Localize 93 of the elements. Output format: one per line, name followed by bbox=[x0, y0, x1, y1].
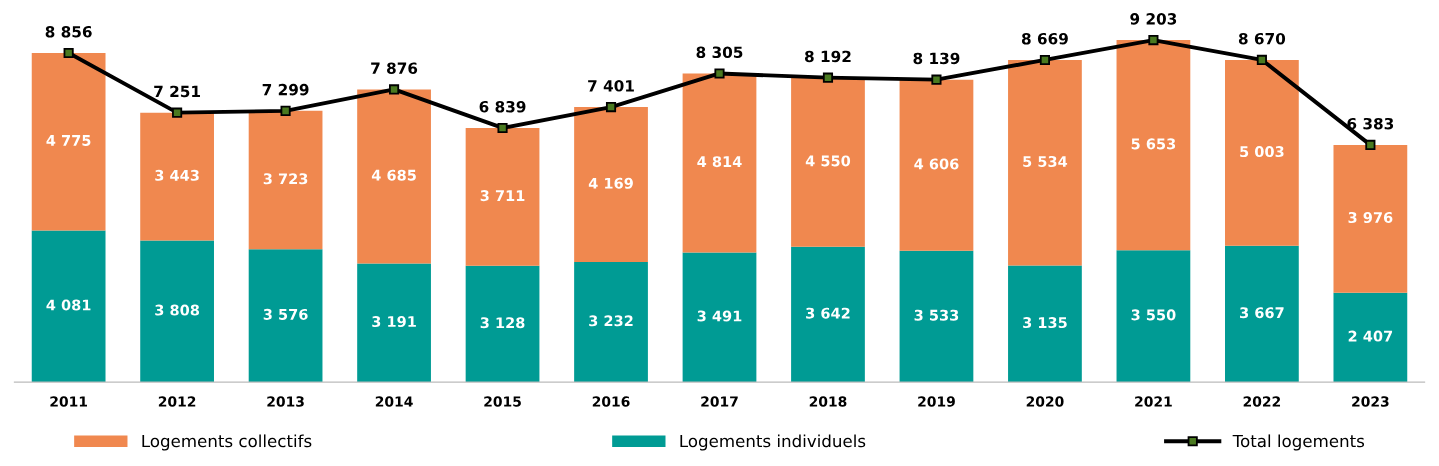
data-label: 8 669 bbox=[1021, 32, 1068, 45]
bar bbox=[899, 250, 974, 383]
data-label: 9 203 bbox=[1130, 13, 1177, 25]
data-label: 8 670 bbox=[1238, 32, 1286, 45]
data-label: 8 305 bbox=[696, 46, 743, 59]
bar bbox=[574, 107, 648, 263]
bar bbox=[791, 77, 865, 247]
legend-label: Total logements bbox=[1232, 434, 1365, 451]
bar bbox=[1225, 245, 1299, 383]
bar bbox=[791, 246, 865, 383]
point bbox=[931, 74, 942, 85]
point bbox=[497, 122, 508, 134]
legend-label: Logements collectifs bbox=[142, 434, 312, 451]
data-label: 3 576 bbox=[263, 308, 308, 320]
x-tick-label: 2018 bbox=[809, 396, 847, 407]
point bbox=[1365, 139, 1376, 150]
bar bbox=[465, 265, 540, 383]
data-label: 7 299 bbox=[262, 83, 309, 96]
data-label: 3 491 bbox=[697, 310, 742, 322]
data-label: 7 251 bbox=[154, 85, 200, 98]
bar bbox=[140, 112, 214, 241]
bar bbox=[574, 262, 648, 383]
bar bbox=[31, 53, 106, 231]
data-label: 5 653 bbox=[1131, 138, 1176, 150]
bar bbox=[899, 79, 974, 251]
x-tick-label: 2020 bbox=[1026, 396, 1064, 407]
bar bbox=[1116, 250, 1191, 383]
data-label: 3 232 bbox=[589, 315, 633, 327]
x-tick-label: 2013 bbox=[267, 396, 304, 407]
data-label: 4 169 bbox=[588, 177, 633, 189]
data-label: 4 550 bbox=[805, 155, 851, 167]
data-label: 3 642 bbox=[806, 307, 850, 319]
point bbox=[714, 68, 725, 79]
point bbox=[63, 47, 74, 59]
bar bbox=[465, 127, 540, 266]
bar bbox=[248, 110, 323, 250]
data-label: 4 775 bbox=[46, 135, 91, 146]
point bbox=[1148, 35, 1159, 46]
data-label: 3 191 bbox=[372, 316, 416, 328]
data-label: 8 192 bbox=[804, 50, 851, 63]
data-label: 4 685 bbox=[371, 169, 416, 181]
bar bbox=[1116, 40, 1191, 251]
data-label: 3 128 bbox=[480, 317, 525, 329]
point bbox=[822, 72, 834, 83]
x-tick-label: 2015 bbox=[484, 396, 521, 407]
data-label: 7 401 bbox=[588, 80, 634, 92]
legend-label: Logements individuels bbox=[680, 434, 866, 451]
bar bbox=[1225, 59, 1299, 246]
data-label: 3 711 bbox=[480, 190, 525, 202]
bar bbox=[682, 252, 757, 383]
data-label: 4 606 bbox=[914, 158, 959, 170]
data-label: 6 839 bbox=[479, 100, 526, 113]
data-label: 3 808 bbox=[155, 304, 200, 316]
bar bbox=[248, 249, 323, 383]
bar bbox=[1333, 292, 1408, 383]
data-label: 3 135 bbox=[1023, 317, 1067, 329]
x-tick-label: 2021 bbox=[1135, 396, 1172, 407]
data-label: 2 407 bbox=[1348, 330, 1393, 342]
x-tick-label: 2014 bbox=[375, 396, 413, 407]
bar bbox=[31, 230, 106, 383]
data-label: 7 876 bbox=[371, 62, 418, 74]
x-tick-label: 2022 bbox=[1243, 396, 1281, 407]
x-tick-label: 2019 bbox=[918, 396, 955, 407]
bar bbox=[357, 89, 431, 264]
data-label: 3 976 bbox=[1348, 211, 1393, 224]
data-label: 5 003 bbox=[1240, 146, 1284, 158]
data-label: 8 856 bbox=[45, 25, 92, 38]
data-label: 3 533 bbox=[914, 309, 959, 321]
point bbox=[1256, 54, 1267, 65]
point bbox=[280, 105, 291, 116]
data-label: 5 534 bbox=[1023, 155, 1068, 168]
bar bbox=[140, 240, 214, 383]
x-tick-label: 2012 bbox=[158, 396, 196, 407]
point bbox=[388, 84, 400, 95]
x-tick-label: 2017 bbox=[701, 396, 738, 407]
point bbox=[172, 107, 183, 118]
bar bbox=[1008, 59, 1082, 266]
point bbox=[605, 101, 617, 113]
data-label: 3 723 bbox=[263, 173, 308, 185]
x-tick-label: 2016 bbox=[592, 396, 630, 407]
bar bbox=[1008, 265, 1082, 383]
data-label: 4 814 bbox=[697, 156, 742, 168]
data-label: 3 550 bbox=[1131, 309, 1176, 321]
x-tick-label: 2023 bbox=[1352, 396, 1389, 407]
data-label: 3 443 bbox=[155, 169, 199, 181]
bar bbox=[1333, 144, 1408, 293]
point bbox=[1039, 54, 1051, 66]
data-label: 3 667 bbox=[1240, 307, 1284, 319]
bar bbox=[682, 73, 757, 253]
data-label: 8 139 bbox=[913, 52, 960, 65]
x-tick-label: 2011 bbox=[50, 396, 87, 407]
bar bbox=[357, 263, 431, 383]
data-label: 4 081 bbox=[46, 299, 91, 311]
